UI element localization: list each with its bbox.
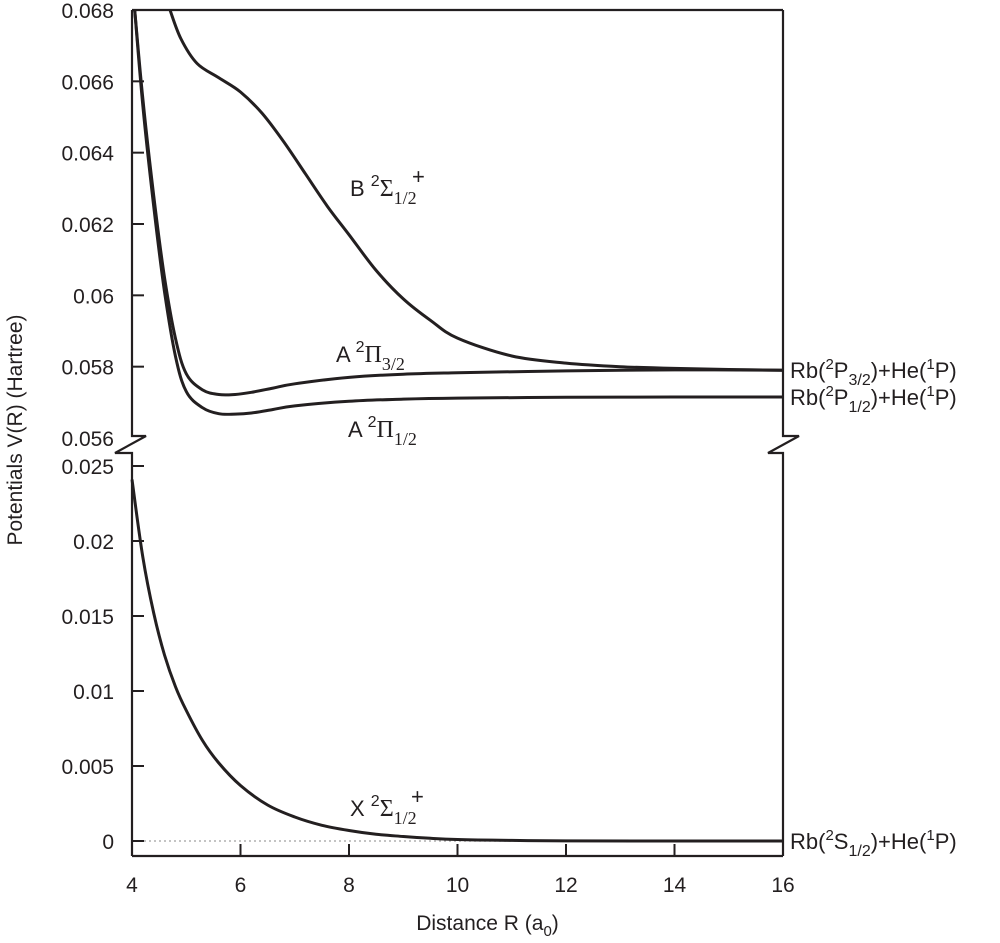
y-tick-label: 0.068 bbox=[61, 0, 114, 23]
y-tick-label: 0.005 bbox=[61, 756, 114, 779]
curve-label-superscript: + bbox=[411, 784, 424, 809]
x-tick-label: 12 bbox=[554, 874, 577, 897]
y-tick-label: 0.066 bbox=[61, 71, 114, 94]
x-tick-label: 6 bbox=[235, 874, 247, 897]
x-tick-label: 16 bbox=[771, 874, 794, 897]
y-tick-label: 0.058 bbox=[61, 357, 114, 380]
curves bbox=[130, 9, 784, 843]
curve-a-2-1-2 bbox=[133, 9, 784, 416]
y-tick-label: 0.062 bbox=[61, 214, 114, 237]
asymptote-label: Rb(2S1/2)+He(1P) bbox=[790, 827, 957, 860]
curve-label: B 2Σ1/2 bbox=[350, 173, 417, 208]
labels: B 2Σ1/2+A 2Π3/2A 2Π1/2X 2Σ1/2+Rb(2P3/2)+… bbox=[336, 164, 957, 860]
y-tick-label: 0.02 bbox=[73, 531, 114, 554]
axes: 4 6 8 10 12 14 16 0.056 0.058 0.06 0.062 0.064 0.066… bbox=[4, 0, 800, 940]
x-tick-label: 10 bbox=[446, 874, 469, 897]
y-tick-label: 0.01 bbox=[73, 681, 114, 704]
curve-b-2-1-2 bbox=[168, 9, 784, 372]
curve-x-2-1-2 bbox=[130, 479, 783, 843]
y-axis-left-with-break bbox=[114, 10, 147, 856]
curve-label-superscript: + bbox=[412, 164, 425, 189]
y-tick-label: 0.064 bbox=[61, 143, 114, 166]
y-tick-label: 0.025 bbox=[61, 456, 114, 479]
y-tick-label: 0.056 bbox=[61, 428, 114, 451]
y-axis-title: Potentials V(R) (Hartree) bbox=[4, 314, 27, 545]
curve-a-2-3-2 bbox=[133, 9, 784, 397]
curve-label: A 2Π1/2 bbox=[348, 414, 417, 449]
x-tick-label: 8 bbox=[343, 874, 355, 897]
y-axis-right-with-break bbox=[767, 10, 800, 856]
asymptote-label: Rb(2P1/2)+He(1P) bbox=[790, 383, 957, 416]
curve-label: X 2Σ1/2 bbox=[350, 793, 417, 828]
y-tick-label: 0.015 bbox=[61, 606, 114, 629]
x-axis-title: Distance R (a0) bbox=[416, 912, 559, 940]
x-tick-label: 14 bbox=[663, 874, 687, 897]
x-tick-label: 4 bbox=[126, 874, 138, 897]
curve-label: A 2Π3/2 bbox=[336, 339, 405, 374]
y-tick-label: 0.06 bbox=[73, 285, 114, 308]
y-tick-label: 0 bbox=[102, 831, 114, 854]
asymptote-label: Rb(2P3/2)+He(1P) bbox=[790, 356, 957, 389]
